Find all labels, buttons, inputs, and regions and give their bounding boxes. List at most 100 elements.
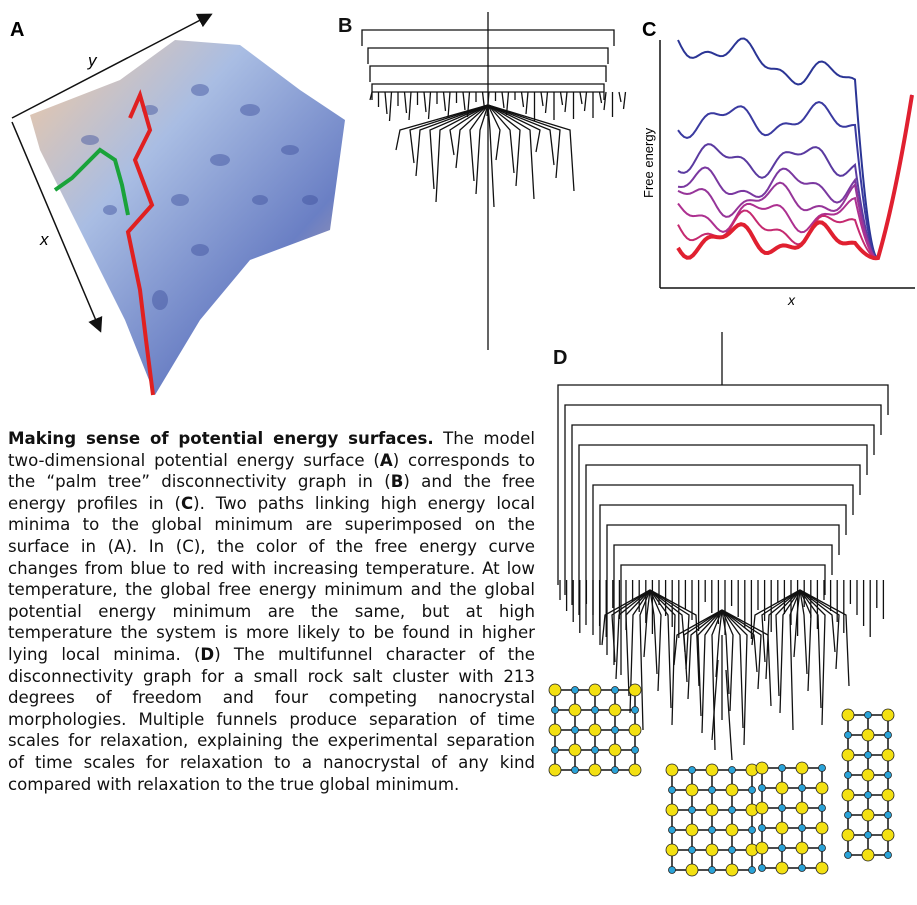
branch — [522, 92, 524, 107]
branch — [565, 405, 881, 595]
branch — [619, 92, 621, 102]
branch — [409, 92, 411, 120]
cl-atom — [706, 844, 718, 856]
cl-atom — [666, 844, 678, 856]
cl-atom — [666, 804, 678, 816]
na-atom — [572, 687, 579, 694]
cl-atom — [862, 809, 874, 821]
na-atom — [709, 867, 716, 874]
na-atom — [612, 687, 619, 694]
axis-label: x — [787, 292, 796, 308]
cl-atom — [686, 824, 698, 836]
na-atom — [779, 765, 786, 772]
branch — [448, 92, 450, 118]
branch — [561, 92, 563, 105]
na-atom — [759, 785, 766, 792]
panel-label: D — [553, 347, 567, 369]
branch — [463, 92, 465, 110]
cl-atom — [816, 782, 828, 794]
na-atom — [572, 727, 579, 734]
na-atom — [689, 807, 696, 814]
axis-label: y — [87, 51, 98, 70]
cl-atom — [882, 709, 894, 721]
cl-atom — [589, 684, 601, 696]
branch — [580, 92, 582, 104]
cl-atom — [776, 862, 788, 874]
na-atom — [552, 747, 559, 754]
branch — [526, 92, 528, 114]
na-atom — [572, 767, 579, 774]
cl-atom — [666, 764, 678, 776]
branch — [565, 92, 567, 112]
branch — [600, 505, 846, 645]
na-atom — [819, 805, 826, 812]
caption-bold: D — [200, 645, 214, 664]
cl-atom — [629, 764, 641, 776]
cl-atom — [589, 764, 601, 776]
cl-atom — [842, 749, 854, 761]
na-atom — [689, 767, 696, 774]
cl-atom — [776, 782, 788, 794]
cl-atom — [609, 704, 621, 716]
branch — [488, 105, 540, 152]
na-atom — [799, 825, 806, 832]
branch — [572, 425, 874, 605]
na-atom — [729, 807, 736, 814]
branch — [444, 92, 446, 111]
cl-atom — [842, 789, 854, 801]
energy-surface — [30, 40, 345, 395]
branch — [600, 92, 602, 103]
branch — [640, 590, 650, 730]
surface-panel: A y x — [10, 15, 345, 395]
axis-label: Free energy — [641, 127, 656, 198]
na-atom — [865, 832, 872, 839]
panel-label: C — [642, 19, 656, 41]
cl-atom — [686, 784, 698, 796]
na-atom — [885, 732, 892, 739]
na-atom — [799, 785, 806, 792]
caption-bold: A — [380, 451, 393, 470]
na-atom — [759, 825, 766, 832]
cl-atom — [549, 684, 561, 696]
branch — [424, 92, 426, 112]
cl-atom — [882, 749, 894, 761]
free-energy-curve — [678, 95, 912, 258]
branch — [614, 545, 832, 665]
cl-atom — [706, 764, 718, 776]
na-atom — [592, 747, 599, 754]
na-atom — [729, 767, 736, 774]
cl-atom — [609, 744, 621, 756]
cl-atom — [706, 804, 718, 816]
cl-atom — [796, 842, 808, 854]
cl-atom — [776, 822, 788, 834]
cl-atom — [726, 824, 738, 836]
branch — [624, 92, 626, 109]
cl-atom — [569, 744, 581, 756]
na-atom — [779, 845, 786, 852]
branch — [410, 105, 488, 163]
na-atom — [779, 805, 786, 812]
cl-atom — [629, 724, 641, 736]
na-atom — [885, 852, 892, 859]
cl-atom — [862, 769, 874, 781]
free-energy-panel: C Free energy x — [641, 19, 915, 308]
na-atom — [612, 727, 619, 734]
cl-atom — [756, 842, 768, 854]
cl-atom — [816, 822, 828, 834]
branch — [405, 92, 407, 113]
caption-bold: B — [391, 472, 404, 491]
na-atom — [865, 712, 872, 719]
caption-text: ). Two paths linking high energy local m… — [8, 494, 535, 664]
na-atom — [865, 792, 872, 799]
caption-bold: C — [181, 494, 193, 513]
cl-atom — [569, 704, 581, 716]
na-atom — [669, 787, 676, 794]
cl-atom — [796, 802, 808, 814]
cl-atom — [842, 829, 854, 841]
na-atom — [845, 732, 852, 739]
cl-atom — [756, 802, 768, 814]
na-atom — [552, 707, 559, 714]
na-atom — [669, 867, 676, 874]
branch — [546, 92, 548, 113]
na-atom — [865, 752, 872, 759]
